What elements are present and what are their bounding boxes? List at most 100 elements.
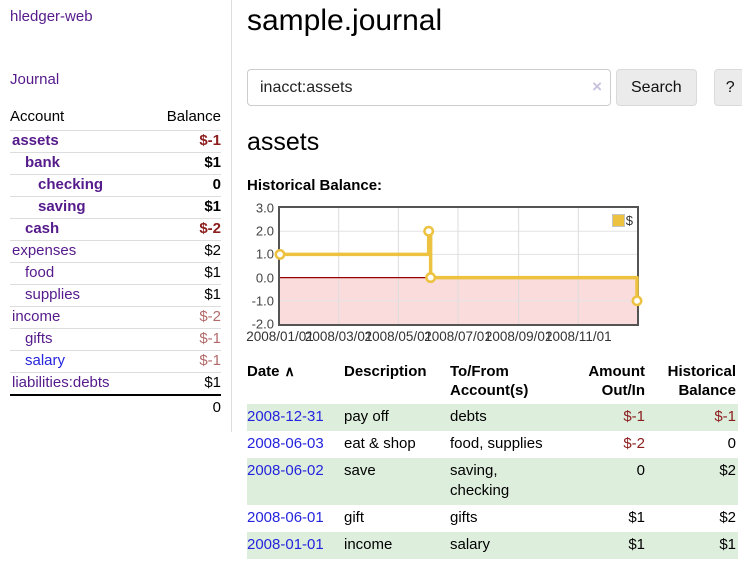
sidebar-account-row: cash $-2 xyxy=(10,218,221,240)
search-input[interactable] xyxy=(247,69,611,106)
sidebar-account-row: liabilities:debts $1 xyxy=(10,372,221,394)
transaction-amount-cell: $1 xyxy=(628,509,645,526)
transaction-date-link[interactable]: 2008-01-01 xyxy=(247,536,324,553)
column-header-description: Description xyxy=(344,363,427,380)
sidebar-item-food[interactable]: food xyxy=(25,264,55,281)
transaction-balance-cell: $2 xyxy=(719,462,736,479)
x-tick-label: 2008/05/01 xyxy=(364,329,433,344)
transaction-amount-cell: $1 xyxy=(628,536,645,553)
account-balance: $-2 xyxy=(199,220,221,237)
chart-canvas xyxy=(274,208,643,324)
account-balance: $1 xyxy=(204,154,221,171)
column-header-amount-out-in: Amount Out/In xyxy=(588,363,645,399)
transaction-date-link[interactable]: 2008-12-31 xyxy=(247,408,324,425)
account-balance-table: Account Balance assets $-1 bank $1 checking 0… xyxy=(10,105,221,419)
column-header-date[interactable]: Date ∧ xyxy=(247,363,295,380)
transaction-accounts-cell: salary xyxy=(450,536,491,553)
transaction-balance-cell: $-1 xyxy=(714,408,736,425)
chart-y-axis: 3.0 2.0 1.0 0.0 -1.0 -2.0 xyxy=(247,201,278,332)
search-button[interactable]: Search xyxy=(616,69,697,106)
transaction-amount-cell: $-1 xyxy=(623,408,645,425)
search-box: × xyxy=(247,69,611,106)
account-heading: assets xyxy=(247,128,320,156)
x-tick-label: 2008/09/01 xyxy=(484,329,553,344)
sidebar-item-bank[interactable]: bank xyxy=(25,154,61,171)
total-row: 0 xyxy=(10,394,221,419)
chart-x-axis: 2008/01/01 2008/03/01 2008/05/01 2008/07/01… xyxy=(246,326,639,344)
y-tick-label: 1.0 xyxy=(255,246,274,262)
transaction-balance-cell: $1 xyxy=(719,536,736,553)
account-column-header: Account xyxy=(10,108,65,125)
y-tick-label: 2.0 xyxy=(255,223,274,239)
transaction-amount-cell: 0 xyxy=(636,462,645,479)
sidebar-account-row: supplies $1 xyxy=(10,284,221,306)
register-table: Date ∧ Description To/From Account(s) Amount… xyxy=(247,360,738,559)
account-balance: $1 xyxy=(204,198,221,215)
sidebar-account-row: income $-2 xyxy=(10,306,221,328)
transaction-date-link[interactable]: 2008-06-03 xyxy=(247,435,324,452)
sidebar-account-row: assets $-1 xyxy=(10,130,221,152)
app-root: hledger-web Journal Account Balance asse… xyxy=(0,0,742,559)
sidebar-item-cash[interactable]: cash xyxy=(25,220,60,237)
transaction-accounts-cell: saving, checking xyxy=(450,462,510,499)
transaction-date-cell: 2008-06-03 xyxy=(247,431,344,458)
historical-balance-chart: 3.0 2.0 1.0 0.0 -1.0 -2.0 $ 2008/01/01 2008/03… xyxy=(246,201,742,344)
transaction-description-cell: pay off xyxy=(344,408,389,425)
x-tick-label: 2008/11/01 xyxy=(545,329,612,344)
sidebar-item-liabilities-debts[interactable]: liabilities:debts xyxy=(12,374,110,391)
transaction-date-link[interactable]: 2008-06-02 xyxy=(247,462,324,479)
clear-search-icon[interactable]: × xyxy=(592,77,602,96)
sidebar-item-expenses[interactable]: expenses xyxy=(12,242,77,259)
transaction-date-link[interactable]: 2008-06-01 xyxy=(247,509,324,526)
sidebar-account-row: salary $-1 xyxy=(10,350,221,372)
register-row: 2008-06-02 save saving, checking 0 $2 xyxy=(247,458,738,505)
transaction-description-cell: eat & shop xyxy=(344,435,416,452)
sidebar-account-row: food $1 xyxy=(10,262,221,284)
sidebar: hledger-web Journal Account Balance asse… xyxy=(0,0,232,432)
total-balance: 0 xyxy=(212,399,221,416)
sidebar-item-assets[interactable]: assets xyxy=(12,132,59,149)
legend-swatch-icon xyxy=(611,214,625,227)
register-row: 2008-01-01 income salary $1 $1 xyxy=(247,532,738,559)
sidebar-item-salary[interactable]: salary xyxy=(25,352,66,369)
x-tick-label: 2008/03/01 xyxy=(304,329,373,344)
sidebar-item-journal[interactable]: Journal xyxy=(10,71,60,88)
chart-plot-area[interactable]: $ xyxy=(274,206,643,326)
sidebar-item-saving[interactable]: saving xyxy=(38,198,86,215)
transaction-description-cell: income xyxy=(344,536,393,553)
sidebar-item-supplies[interactable]: supplies xyxy=(25,286,81,303)
sidebar-item-checking[interactable]: checking xyxy=(38,176,104,193)
main-content: sample.journal × Search ? assets Histori… xyxy=(232,0,742,559)
transaction-date-cell: 2008-06-02 xyxy=(247,458,344,505)
sidebar-account-row: bank $1 xyxy=(10,152,221,174)
y-tick-label: 0.0 xyxy=(255,270,274,286)
account-balance: $-1 xyxy=(199,352,221,369)
chart-title: Historical Balance: xyxy=(247,177,383,194)
x-tick-label: 2008/07/01 xyxy=(424,329,492,344)
sidebar-account-row: saving $1 xyxy=(10,196,221,218)
legend-label: $ xyxy=(625,213,633,228)
sidebar-account-row: checking 0 xyxy=(10,174,221,196)
help-button[interactable]: ? xyxy=(713,69,742,106)
x-tick-label: 2008/01/01 xyxy=(246,329,314,344)
account-balance: 0 xyxy=(212,176,221,193)
y-tick-label: -2.0 xyxy=(251,316,274,332)
y-tick-label: 3.0 xyxy=(255,200,274,216)
transaction-balance-cell: 0 xyxy=(727,435,736,452)
chart-legend: $ xyxy=(611,213,633,228)
sidebar-account-row: gifts $-1 xyxy=(10,328,221,350)
sidebar-item-gifts[interactable]: gifts xyxy=(25,330,53,347)
column-header-historical-balance: Historical Balance xyxy=(667,363,736,399)
search-form: × Search ? xyxy=(247,69,742,106)
sidebar-item-income[interactable]: income xyxy=(12,308,61,325)
account-balance: $1 xyxy=(204,264,221,281)
transaction-date-cell: 2008-06-01 xyxy=(247,505,344,532)
account-balance: $-1 xyxy=(199,330,221,347)
account-balance: $1 xyxy=(204,374,221,391)
transaction-accounts-cell: food, supplies xyxy=(450,435,543,452)
brand-link[interactable]: hledger-web xyxy=(10,8,93,25)
account-balance: $1 xyxy=(204,286,221,303)
account-balance: $-1 xyxy=(199,132,221,149)
transaction-balance-cell: $2 xyxy=(719,509,736,526)
sort-ascending-icon[interactable]: ∧ xyxy=(284,363,295,379)
